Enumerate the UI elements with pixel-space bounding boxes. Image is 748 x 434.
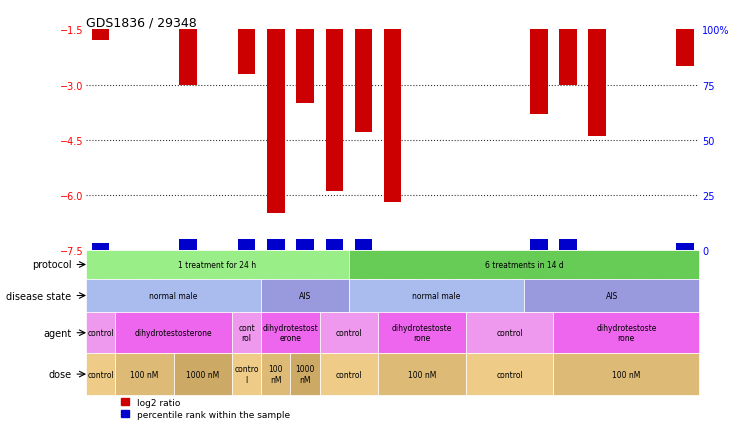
Text: control: control (336, 329, 362, 338)
Bar (267, 30, 285, 214)
Text: 1 treatment for 24 h: 1 treatment for 24 h (178, 260, 257, 270)
Text: 100 nM: 100 nM (612, 370, 640, 379)
Text: 1000 nM: 1000 nM (186, 370, 219, 379)
Text: protocol: protocol (32, 260, 71, 270)
Legend: log2 ratio, percentile rank within the sample: log2 ratio, percentile rank within the s… (121, 398, 289, 419)
Bar (238, 30, 255, 74)
Text: GDS1836 / 29348: GDS1836 / 29348 (86, 16, 197, 29)
Text: AIS: AIS (606, 291, 618, 300)
Bar (267, 240, 285, 250)
Text: 100
nM: 100 nM (269, 365, 283, 384)
Bar (232, 312, 261, 354)
Bar (589, 30, 606, 137)
Text: dihydrotestosterone: dihydrotestosterone (135, 329, 212, 338)
Bar (319, 354, 378, 395)
Bar (261, 279, 349, 312)
Text: control: control (336, 370, 362, 379)
Bar (355, 30, 373, 133)
Text: contro
l: contro l (234, 365, 259, 384)
Bar (238, 240, 255, 250)
Bar (349, 279, 524, 312)
Bar (86, 312, 115, 354)
Bar (676, 30, 693, 67)
Bar (319, 312, 378, 354)
Bar (378, 312, 466, 354)
Text: normal male: normal male (150, 291, 197, 300)
Text: control: control (88, 329, 114, 338)
Text: dose: dose (49, 369, 71, 379)
Text: agent: agent (43, 328, 71, 338)
Bar (466, 354, 554, 395)
Bar (261, 354, 290, 395)
Text: control: control (496, 370, 523, 379)
Text: AIS: AIS (299, 291, 311, 300)
Text: dihydrotestoste
rone: dihydrotestoste rone (392, 323, 452, 342)
Bar (384, 30, 402, 203)
Text: control: control (496, 329, 523, 338)
Text: normal male: normal male (412, 291, 461, 300)
Text: control: control (88, 370, 114, 379)
Bar (180, 240, 197, 250)
Text: 100 nM: 100 nM (408, 370, 436, 379)
Bar (466, 312, 554, 354)
Bar (560, 240, 577, 250)
Bar (378, 354, 466, 395)
Bar (290, 354, 319, 395)
Bar (349, 250, 699, 279)
Text: dihydrotestoste
rone: dihydrotestoste rone (596, 323, 657, 342)
Bar (676, 244, 693, 250)
Text: 6 treatments in 14 d: 6 treatments in 14 d (485, 260, 563, 270)
Bar (92, 30, 109, 41)
Bar (86, 354, 115, 395)
Bar (554, 354, 699, 395)
Text: 1000
nM: 1000 nM (295, 365, 315, 384)
Bar (232, 354, 261, 395)
Bar (92, 244, 109, 250)
Bar (296, 240, 314, 250)
Bar (554, 312, 699, 354)
Bar (296, 30, 314, 104)
Bar (560, 30, 577, 85)
Bar (261, 312, 319, 354)
Bar (86, 279, 261, 312)
Bar (524, 279, 699, 312)
Text: dihydrotestost
erone: dihydrotestost erone (263, 323, 319, 342)
Bar (86, 250, 349, 279)
Bar (530, 30, 548, 115)
Bar (530, 240, 548, 250)
Bar (115, 354, 174, 395)
Bar (325, 240, 343, 250)
Bar (355, 240, 373, 250)
Text: 100 nM: 100 nM (130, 370, 159, 379)
Bar (180, 30, 197, 85)
Text: cont
rol: cont rol (239, 323, 255, 342)
Bar (325, 30, 343, 192)
Text: disease state: disease state (6, 291, 71, 301)
Bar (174, 354, 232, 395)
Bar (115, 312, 232, 354)
